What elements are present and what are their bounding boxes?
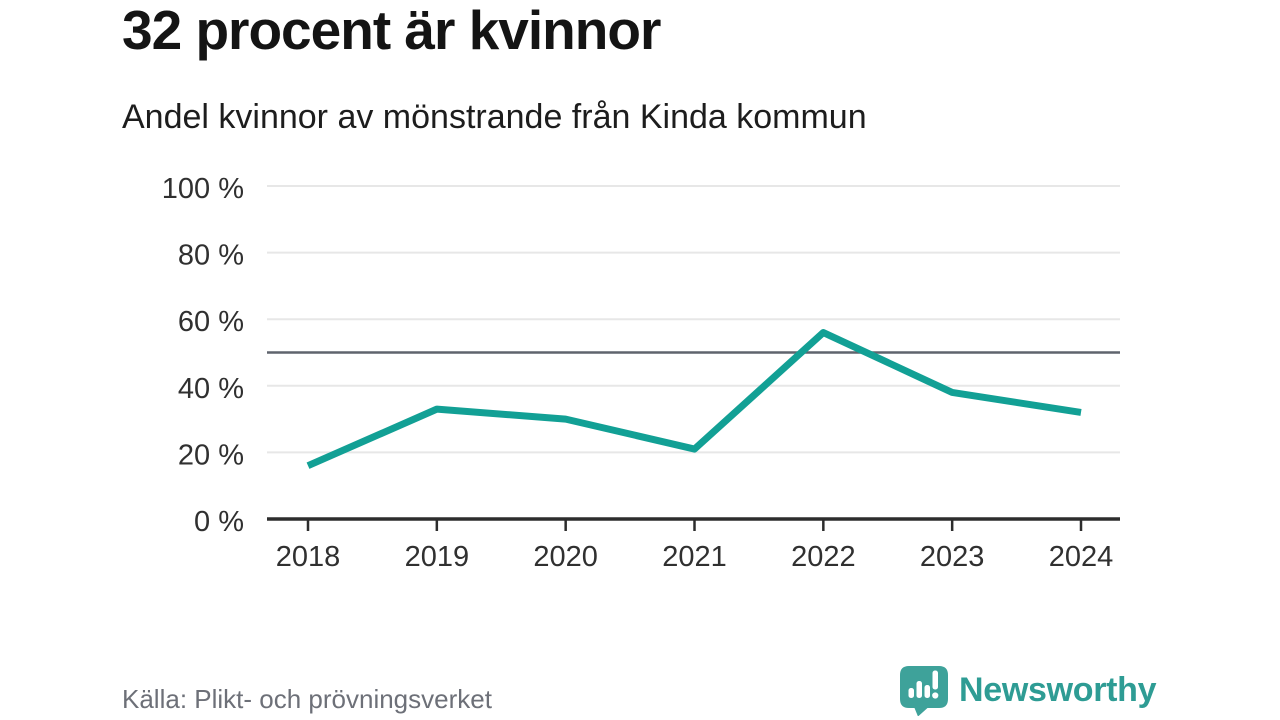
x-axis-tick-label: 2023 [920,541,985,573]
data-line [306,329,1082,469]
logo-bar-medium [924,685,930,698]
y-axis-tick-label: 60 % [178,306,244,338]
y-axis-tick-label: 80 % [178,240,244,272]
newsworthy-logo-icon [900,666,948,716]
x-axis-tick-label: 2020 [533,541,598,573]
x-axis-tick-label: 2022 [791,541,856,573]
source-note: Källa: Plikt- och prövningsverket [122,684,492,714]
logo-bar-small [908,688,914,698]
y-axis-tick-label: 20 % [178,439,244,471]
chart-title: 32 procent är kvinnor [122,0,661,61]
y-axis-tick-label: 40 % [178,373,244,405]
newsworthy-logo: Newsworthy [898,664,1157,716]
y-axis-tick-label: 0 % [194,506,244,538]
x-axis-tick-label: 2021 [662,541,727,573]
newsworthy-logo-text: Newsworthy [959,670,1157,709]
logo-exclamation-bar [932,670,938,690]
logo-exclamation-dot [932,692,939,699]
logo-bar-tall [916,681,922,698]
x-axis-tick-label: 2018 [276,541,341,573]
x-axis-tick-label: 2024 [1049,541,1114,573]
y-axis-tick-label: 100 % [162,173,244,205]
x-axis-tick-label: 2019 [405,541,470,573]
chart-subtitle: Andel kvinnor av mönstrande från Kinda k… [122,98,867,136]
logo-bubble-shape [900,666,948,716]
